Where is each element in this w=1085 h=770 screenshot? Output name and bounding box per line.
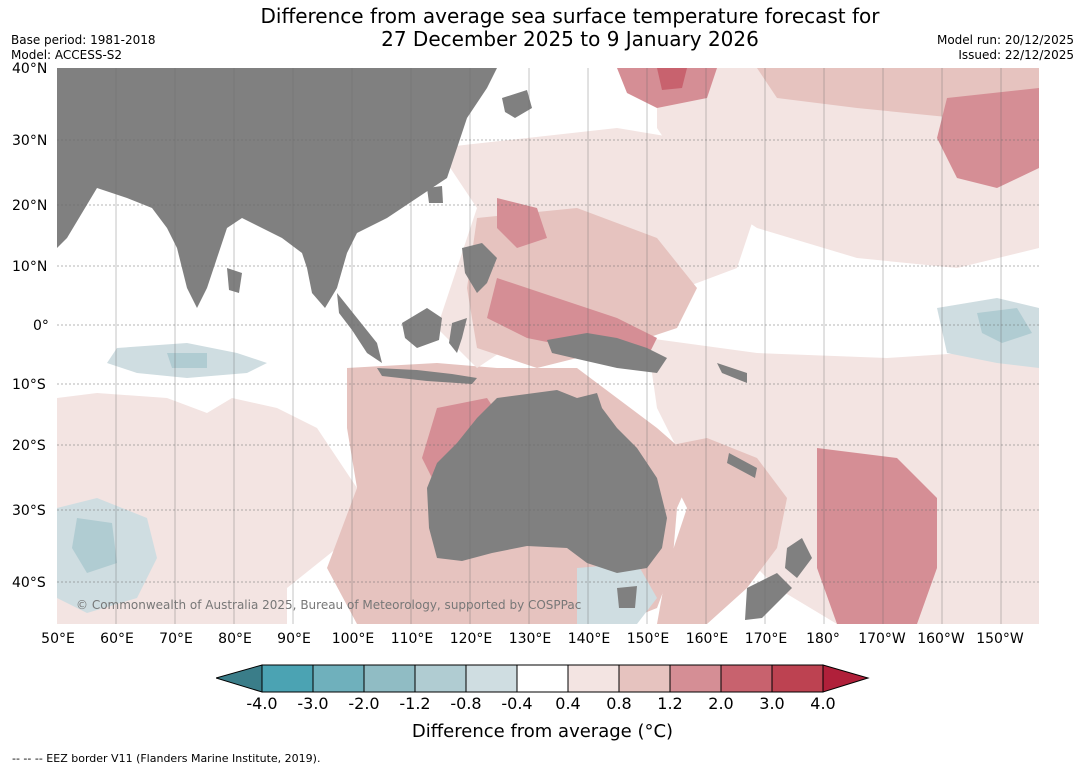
colorbar-tick: 1.2 [657,694,683,713]
colorbar-tick: 3.0 [759,694,785,713]
colorbar-tick: -0.4 [501,694,533,713]
lon-label-180: 180° [806,631,840,647]
sst-anomaly-map [57,68,1039,624]
lat-label-20s: 20°S [12,438,46,454]
lon-label-160w: 160°W [917,631,965,647]
colorbar-tick: -3.0 [297,694,329,713]
land-australia [427,390,667,573]
lon-label-150e: 150°E [626,631,670,647]
lat-label-30s: 30°S [12,503,46,519]
lon-label-70e: 70°E [159,631,193,647]
lon-label-110e: 110°E [390,631,434,647]
land-philippines [462,243,497,293]
lat-label-20n: 20°N [12,198,48,214]
lon-label-170w: 170°W [858,631,906,647]
land-sri-lanka [227,268,242,293]
lon-label-150w: 150°W [976,631,1024,647]
lon-label-170e: 170°E [744,631,788,647]
colorbar-segment [721,665,772,692]
land-new-guinea [547,333,667,373]
colorbar-tick: 2.0 [708,694,734,713]
land-new-caledonia [727,453,757,478]
map-credit: © Commonwealth of Australia 2025, Bureau… [76,598,582,612]
lat-label-40s: 40°S [12,575,46,591]
land-sumatra [337,293,382,363]
lon-label-130e: 130°E [508,631,552,647]
lat-label-10n: 10°N [12,259,48,275]
chart-title-line2: 27 December 2025 to 9 January 2026 [381,27,759,51]
lon-label-160e: 160°E [685,631,729,647]
issued-date: Issued: 22/12/2025 [958,48,1074,62]
colorbar-segment [619,665,670,692]
anomaly-zone-south-china-sea [497,198,547,248]
lat-label-40n: 40°N [12,61,48,77]
colorbar-segment [415,665,466,692]
colorbar-extend-high [822,664,870,693]
land-tasmania [617,586,637,608]
land-sulawesi [449,318,467,353]
anomaly-zone-cool-indian-core [167,353,207,368]
colorbar-tick: -4.0 [246,694,278,713]
colorbar-segment [772,665,823,692]
land-asia [57,68,497,308]
lat-label-10s: 10°S [12,377,46,393]
colorbar-segment [670,665,721,692]
land-japan [502,90,532,118]
anomaly-zone-cool-east-pacific-core [977,308,1032,343]
colorbar-dividers [312,665,773,692]
anomaly-zone-tasman-east [817,448,937,624]
colorbar-segment [517,665,568,692]
eez-footnote: -- -- -- EEZ border V11 (Flanders Marine… [12,752,321,765]
colorbar-segment [466,665,517,692]
lon-label-140e: 140°E [567,631,611,647]
lon-label-60e: 60°E [100,631,134,647]
lon-label-50e: 50°E [41,631,75,647]
lat-label-30n: 30°N [12,133,48,149]
colorbar-frame [261,664,824,693]
graticule [57,68,1039,624]
colorbar-tick: 0.8 [606,694,632,713]
colorbar-segment [568,665,619,692]
colorbar-tick: -0.8 [450,694,482,713]
anomaly-zone-cool-south-australia [577,563,657,624]
colorbar-tick: -2.0 [348,694,380,713]
colorbar [216,664,870,693]
land-nz-south-island [745,573,792,620]
colorbar-segment [262,665,313,692]
anomaly-zone-kuroshio-core [657,68,687,90]
chart-title-line1: Difference from average sea surface temp… [260,4,880,28]
land-java [377,368,477,384]
anomaly-zone-coral-sea [657,438,787,624]
land-nz-north-island [785,538,812,578]
colorbar-tick: 0.4 [555,694,581,713]
colorbar-tick: 4.0 [810,694,836,713]
colorbar-label: Difference from average (°C) [411,721,674,742]
colorbar-segment [313,665,364,692]
colorbar-tick: -1.2 [399,694,431,713]
land-taiwan [427,186,443,203]
anomaly-zone-ne-pacific [937,88,1039,188]
colorbar-segment [364,665,415,692]
lon-label-80e: 80°E [218,631,252,647]
colorbar-extend-low [216,664,263,693]
anomaly-zone-cool-southwest-core [72,518,117,573]
model-run: Model run: 20/12/2025 [936,33,1074,47]
lon-label-120e: 120°E [449,631,493,647]
model-name: Model: ACCESS-S2 [11,48,123,62]
land-borneo [402,308,442,348]
lon-label-100e: 100°E [331,631,375,647]
base-period: Base period: 1981-2018 [11,33,156,47]
land-masses [57,68,812,620]
lon-label-90e: 90°E [277,631,311,647]
lat-label-0: 0° [33,318,49,334]
anomaly-zones [57,68,1039,624]
land-solomon-islands [717,363,747,383]
